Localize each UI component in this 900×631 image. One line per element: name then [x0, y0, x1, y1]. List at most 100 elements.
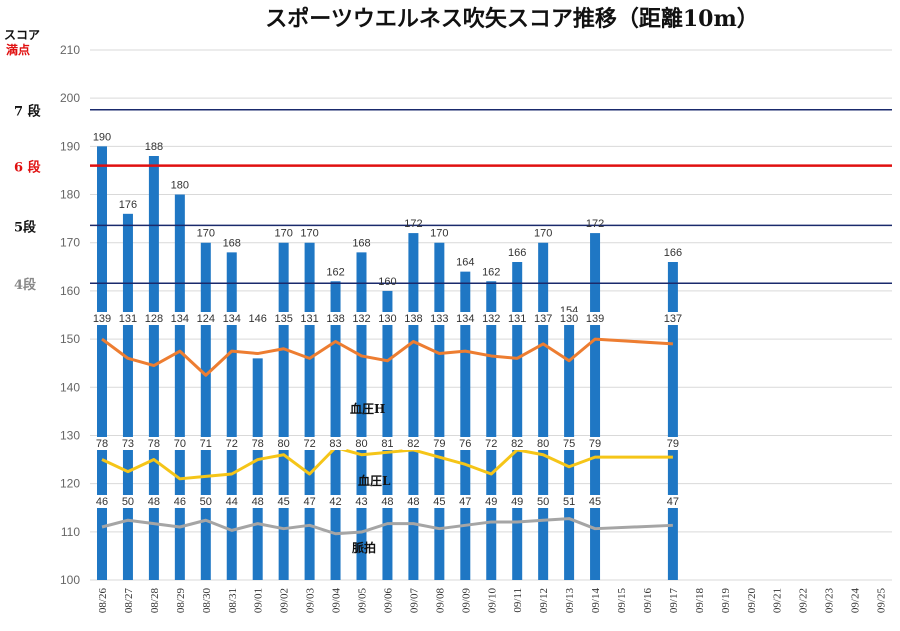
score-bar: [408, 233, 419, 580]
y-tick-label: 160: [60, 284, 80, 298]
x-tick-label: 09/21: [772, 588, 784, 613]
label-bg: [454, 495, 477, 508]
bp-low-label: 83: [329, 438, 341, 450]
label-bg: [246, 437, 269, 450]
label-bg: [142, 495, 165, 508]
label-bg: [532, 495, 555, 508]
x-tick-label: 09/17: [668, 588, 680, 614]
series-label-bp-high: 血圧H: [350, 401, 385, 416]
score-bar: [667, 262, 678, 580]
bp-low-label: 78: [148, 438, 160, 450]
label-bg: [220, 495, 243, 508]
label-bg: [558, 495, 581, 508]
label-bg: [376, 437, 399, 450]
bp-high-label: 134: [223, 313, 241, 325]
pulse-label: 48: [381, 496, 393, 508]
label-bg: [194, 437, 217, 450]
label-bg: [661, 312, 684, 325]
score-bar: [226, 252, 237, 580]
label-bg: [428, 312, 451, 325]
rank-label: 4段: [14, 277, 36, 293]
label-bg: [402, 495, 425, 508]
bp-low-label: 82: [511, 438, 523, 450]
label-bg: [168, 437, 191, 450]
label-bg: [91, 437, 113, 450]
bp-low-label: 81: [381, 438, 393, 450]
pulse-label: 50: [537, 496, 549, 508]
bp-high-label: 133: [430, 313, 448, 325]
label-bg: [506, 312, 529, 325]
bp-high-label: 131: [300, 313, 318, 325]
x-tick-label: 09/04: [331, 588, 343, 614]
bp-low-label: 72: [226, 438, 238, 450]
label-bg: [91, 312, 113, 325]
bar-value-label: 164: [456, 257, 474, 269]
bp-high-label: 132: [352, 313, 370, 325]
x-tick-label: 09/10: [486, 588, 498, 614]
bp-high-label: 135: [274, 313, 292, 325]
y-tick-label: 190: [60, 139, 80, 153]
label-bg: [428, 437, 451, 450]
pulse-label: 49: [485, 496, 497, 508]
pulse-label: 49: [511, 496, 523, 508]
x-tick-label: 09/12: [538, 588, 550, 613]
bar-value-label: 172: [586, 218, 604, 230]
pulse-label: 48: [407, 496, 419, 508]
score-bar: [356, 252, 367, 580]
bp-high-label: 130: [560, 313, 578, 325]
x-tick-label: 09/11: [512, 588, 524, 613]
bp-low-label: 75: [563, 438, 575, 450]
label-bg: [220, 437, 243, 450]
bp-high-label: 130: [378, 313, 396, 325]
x-tick-label: 09/08: [434, 588, 446, 614]
x-axis-ticks: 08/26 08/27 08/28 08/29 08/30 08/31 09/01 09/02…: [97, 588, 888, 614]
y-tick-label: 110: [61, 525, 80, 539]
series-line: [101, 517, 673, 536]
pulse-label: 43: [355, 496, 367, 508]
bar-value-label: 170: [534, 228, 552, 240]
pulse-label: 45: [589, 496, 601, 508]
rank-label: 7 段: [14, 104, 41, 120]
label-bg: [661, 437, 684, 450]
bar-value-label: 170: [300, 228, 318, 240]
x-tick-label: 08/26: [97, 588, 109, 614]
score-bar: [590, 233, 601, 580]
label-bg: [558, 312, 581, 325]
label-bg: [402, 437, 425, 450]
y-tick-label: 140: [60, 380, 80, 394]
bp-low-label: 78: [96, 438, 108, 450]
bp-low-label: 80: [278, 438, 290, 450]
series-label-pulse: 脈拍: [352, 540, 376, 555]
pulse-label: 44: [226, 496, 238, 508]
label-bg: [584, 312, 607, 325]
label-bg: [116, 495, 139, 508]
pulse-label: 46: [174, 496, 186, 508]
score-bar: [200, 242, 211, 580]
pulse-label: 47: [459, 496, 471, 508]
score-bar: [512, 262, 523, 580]
corner-label-max: 満点: [6, 42, 30, 57]
pulse-label: 45: [433, 496, 445, 508]
label-bg: [532, 437, 555, 450]
pulse-label: 47: [667, 496, 679, 508]
score-bar: [304, 242, 315, 580]
label-bg: [116, 312, 139, 325]
x-tick-label: 09/23: [824, 588, 836, 614]
bp-high-label: 132: [482, 313, 500, 325]
label-bg: [272, 437, 295, 450]
label-bg: [584, 495, 607, 508]
y-tick-label: 130: [60, 428, 80, 442]
bp-low-label: 78: [252, 438, 264, 450]
label-bg: [454, 312, 477, 325]
series-label-bp-low: 血圧L: [358, 473, 391, 488]
label-bg: [350, 495, 373, 508]
bp-high-label: 131: [508, 313, 526, 325]
bp-high-label: 137: [664, 313, 682, 325]
bp-low-label: 76: [459, 438, 471, 450]
label-bg: [272, 495, 295, 508]
bp-high-label: 138: [326, 313, 344, 325]
bp-high-label: 134: [171, 313, 189, 325]
label-bg: [480, 495, 503, 508]
score-bar: [122, 213, 133, 580]
